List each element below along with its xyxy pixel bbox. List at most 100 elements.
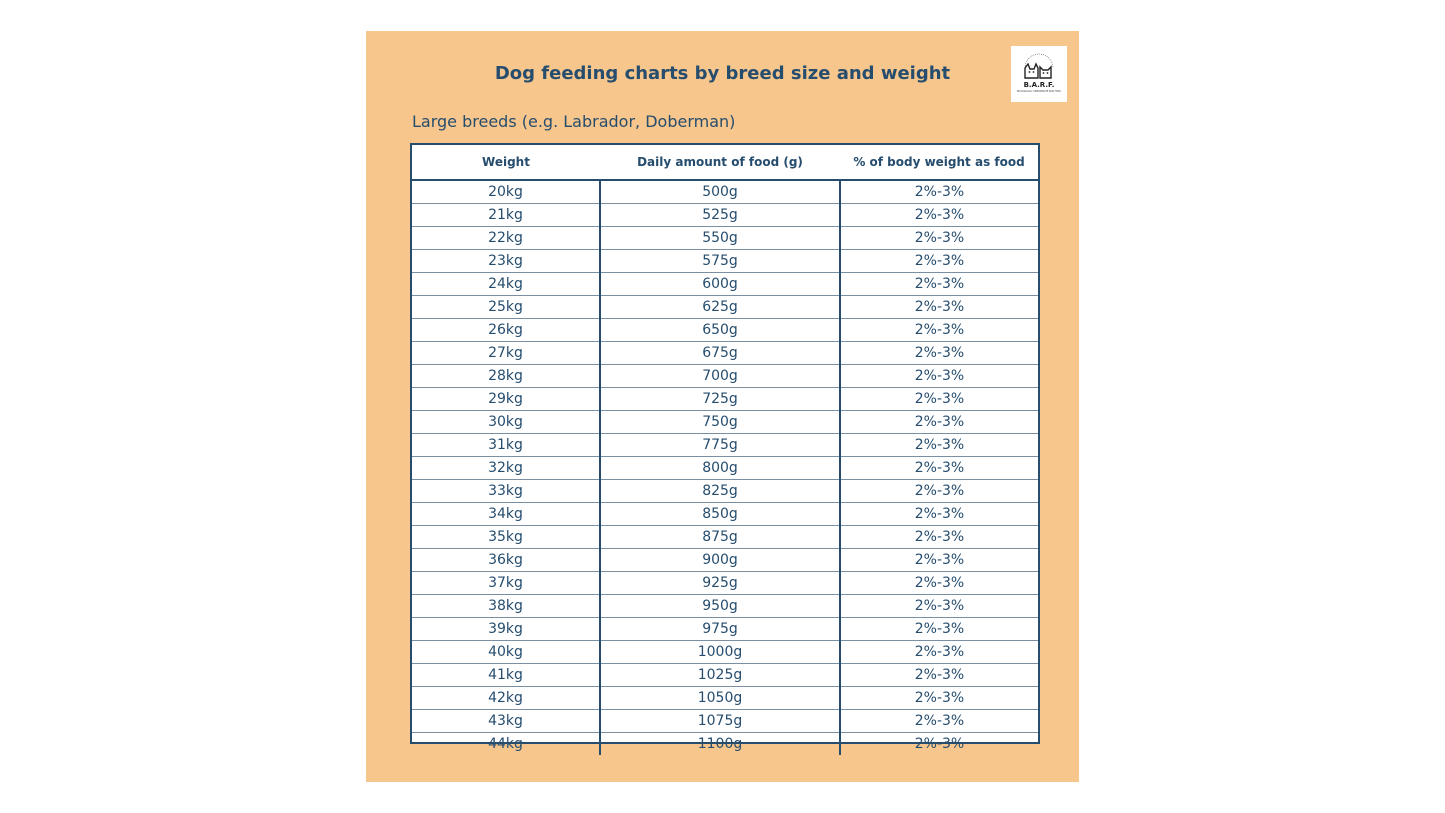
cell-daily-amount: 650g [600, 318, 841, 342]
table-row: 26kg 650g 2%-3% [412, 318, 1038, 342]
cell-body-weight-percent: 2%-3% [840, 663, 1038, 687]
cell-weight: 33kg [412, 479, 601, 503]
cell-weight: 22kg [412, 226, 601, 250]
logo-tagline: BIOLOGICALLY APPROPRIATE RAW FOOD [1017, 90, 1061, 93]
cell-body-weight-percent: 2%-3% [840, 249, 1038, 273]
cell-weight: 29kg [412, 387, 601, 411]
cell-weight: 28kg [412, 364, 601, 388]
cell-body-weight-percent: 2%-3% [914, 184, 965, 200]
cell-weight: 30kg [412, 410, 601, 434]
cell-body-weight-percent: 2%-3% [840, 548, 1038, 572]
cell-weight: 25kg [412, 295, 601, 319]
cell-body-weight-percent: 2%-3% [840, 686, 1038, 710]
cell-daily-amount: 1000g [600, 640, 841, 664]
cell-daily-amount: 625g [600, 295, 841, 319]
cell-body-weight-percent: 2%-3% [840, 502, 1038, 526]
table-row: 41kg 1025g 2%-3% [412, 663, 1038, 687]
cell-weight: 20kg [412, 180, 601, 204]
cell-weight: 37kg [412, 571, 601, 595]
table-row: 34kg 850g 2%-3% [412, 502, 1038, 526]
header-weight: Weight [412, 145, 600, 181]
header-daily-amount: Daily amount of food (g) [600, 145, 840, 181]
cell-body-weight-percent: 2%-3% [840, 387, 1038, 411]
cell-daily-amount: 550g [600, 226, 841, 250]
cell-daily-amount: 800g [600, 456, 841, 480]
cell-daily-amount: 600g [600, 272, 841, 296]
cell-daily-amount: 500g [600, 180, 841, 204]
cell-body-weight-percent: 2%-3% [840, 525, 1038, 549]
cell-daily-amount: 700g [600, 364, 841, 388]
cell-weight: 31kg [412, 433, 601, 457]
table-row: 27kg 675g 2%-3% [412, 341, 1038, 365]
cell-weight: 41kg [412, 663, 601, 687]
dog-cat-logo-icon: B.A.R.F. BIOLOGICALLY APPROPRIATE RAW FO… [1017, 53, 1061, 93]
header-body-weight-percent: % of body weight as food [840, 145, 1038, 181]
cell-weight: 36kg [412, 548, 601, 572]
cell-body-weight-percent: 2%-3% [840, 709, 1038, 733]
feeding-table: Weight Daily amount of food (g) % of bod… [410, 143, 1040, 755]
table-row: 30kg 750g 2%-3% [412, 410, 1038, 434]
cell-body-weight-percent: 2%-3% [840, 640, 1038, 664]
table-row: 23kg 575g 2%-3% [412, 249, 1038, 273]
cell-daily-amount: 1050g [600, 686, 841, 710]
cell-weight: 40kg [412, 640, 601, 664]
cell-weight: 24kg [412, 272, 601, 296]
cell-body-weight-percent: 2%-3% [840, 318, 1038, 342]
table-row: 33kg 825g 2%-3% [412, 479, 1038, 503]
table-row: 36kg 900g 2%-3% [412, 548, 1038, 572]
cell-body-weight-percent: 2%-3% [840, 433, 1038, 457]
table-row: 43kg 1075g 2%-3% [412, 709, 1038, 733]
table-row: 42kg 1050g 2%-3% [412, 686, 1038, 710]
table-row: 44kg 1100g 2%-3% [412, 732, 1038, 755]
cell-daily-amount: 775g [600, 433, 841, 457]
cell-weight: 26kg [412, 318, 601, 342]
cell-daily-amount: 950g [600, 594, 841, 618]
cell-weight: 39kg [412, 617, 601, 641]
cell-weight: 35kg [412, 525, 601, 549]
cell-daily-amount: 875g [600, 525, 841, 549]
cell-body-weight-percent: 2%-3% [840, 226, 1038, 250]
cell-weight: 42kg [412, 686, 601, 710]
cell-body-weight-percent: 2%-3% [840, 732, 1038, 755]
cell-weight: 23kg [412, 249, 601, 273]
cell-daily-amount: 975g [600, 617, 841, 641]
table-row: 25kg 625g 2%-3% [412, 295, 1038, 319]
table-row: 24kg 600g 2%-3% [412, 272, 1038, 296]
cell-body-weight-percent: 2%-3% [840, 341, 1038, 365]
table-row: 40kg 1000g 2%-3% [412, 640, 1038, 664]
page-title: Dog feeding charts by breed size and wei… [494, 63, 951, 84]
cell-weight: 43kg [412, 709, 601, 733]
cell-body-weight-percent: 2%-3% [840, 364, 1038, 388]
cell-daily-amount: 825g [600, 479, 841, 503]
cell-weight: 44kg [412, 732, 601, 755]
cell-daily-amount: 900g [600, 548, 841, 572]
cell-body-weight-percent: 2%-3% [840, 479, 1038, 503]
cell-daily-amount: 725g [600, 387, 841, 411]
cell-daily-amount: 525g [600, 203, 841, 227]
cell-body-weight-percent: 2%-3% [840, 295, 1038, 319]
table-row: 38kg 950g 2%-3% [412, 594, 1038, 618]
cell-body-weight-percent: 2%-3% [840, 594, 1038, 618]
cell-daily-amount: 850g [600, 502, 841, 526]
cell-body-weight-percent: 2%-3% [840, 617, 1038, 641]
table-row: 20kg 500g 2%-3% [412, 180, 1038, 204]
cell-body-weight-percent: 2%-3% [840, 456, 1038, 480]
table-row: 21kg 525g 2%-3% [412, 203, 1038, 227]
logo-text: B.A.R.F. [1024, 81, 1055, 89]
cell-body-weight-percent: 2%-3% [840, 571, 1038, 595]
cell-daily-amount: 575g [600, 249, 841, 273]
cell-body-weight-percent: 2%-3% [840, 203, 1038, 227]
cell-body-weight-percent: 2%-3% [840, 410, 1038, 434]
table-body: 20kg 500g 2%-3% 21kg 525g 2%-3% 22kg 550g 2%-3% 2… [412, 180, 1038, 755]
table-row: 29kg 725g 2%-3% [412, 387, 1038, 411]
section-subtitle: Large breeds (e.g. Labrador, Doberman) [412, 112, 736, 131]
cell-daily-amount: 750g [600, 410, 841, 434]
barf-logo: B.A.R.F. BIOLOGICALLY APPROPRIATE RAW FO… [1011, 46, 1067, 102]
cell-weight: 34kg [412, 502, 601, 526]
cell-weight: 32kg [412, 456, 601, 480]
table-row: 28kg 700g 2%-3% [412, 364, 1038, 388]
cell-daily-amount: 675g [600, 341, 841, 365]
cell-body-weight-percent: 2%-3% [840, 272, 1038, 296]
cell-daily-amount: 1075g [600, 709, 841, 733]
cell-weight: 38kg [412, 594, 601, 618]
